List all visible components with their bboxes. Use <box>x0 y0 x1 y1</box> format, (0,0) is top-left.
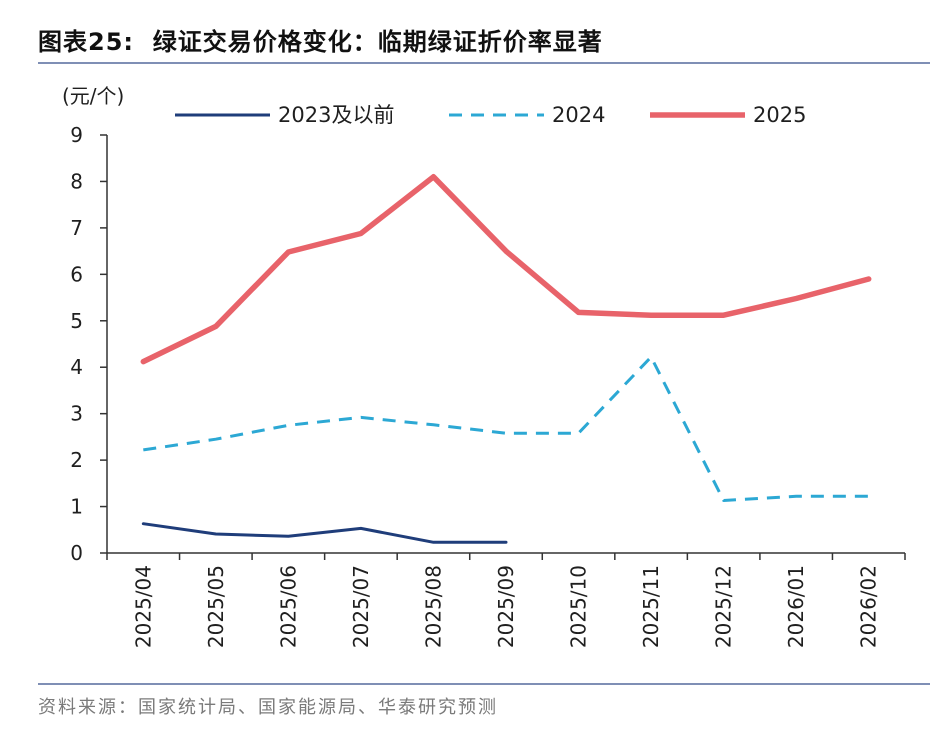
y-tick-label: 3 <box>70 402 83 426</box>
x-tick-label: 2025/06 <box>276 565 300 648</box>
series-group <box>140 174 872 544</box>
x-tick-label: 2025/08 <box>421 565 445 648</box>
x-tick-label: 2025/12 <box>712 565 736 648</box>
series-line-0 <box>141 522 508 544</box>
y-tick-label: 4 <box>70 355 83 379</box>
legend-label-1: 2024 <box>552 103 605 127</box>
title-divider <box>38 62 930 64</box>
chart-title-label: 图表25: <box>38 28 134 56</box>
series-line-1 <box>143 355 869 502</box>
x-tick-label: 2025/11 <box>639 565 663 648</box>
source-divider <box>38 683 930 685</box>
x-tick-label: 2025/07 <box>349 565 373 648</box>
legend-label-0: 2023及以前 <box>278 103 394 127</box>
chart-title-text: 绿证交易价格变化：临期绿证折价率显著 <box>152 28 603 56</box>
series-line-2 <box>140 174 872 365</box>
y-unit-label: (元/个) <box>62 84 124 108</box>
x-tick-label: 2026/01 <box>784 565 808 648</box>
chart-title: 图表25: 绿证交易价格变化：临期绿证折价率显著 <box>38 22 603 57</box>
y-tick-label: 6 <box>70 262 83 286</box>
y-tick-label: 1 <box>70 495 83 519</box>
y-tick-label: 7 <box>70 216 83 240</box>
y-tick-label: 8 <box>70 169 83 193</box>
y-tick-label: 0 <box>70 541 83 565</box>
y-tick-label: 2 <box>70 448 83 472</box>
legend-label-2: 2025 <box>753 103 806 127</box>
y-tick-label: 9 <box>70 123 83 147</box>
y-tick-label: 5 <box>70 309 83 333</box>
x-tick-label: 2025/09 <box>494 565 518 648</box>
axes: 0 1 2 3 4 5 6 7 8 9 2025/04 2025/05 2025/06 2025/07 20… <box>70 123 906 648</box>
x-tick-label: 2025/04 <box>131 565 155 648</box>
source-note: 资料来源：国家统计局、国家能源局、华泰研究预测 <box>38 697 498 718</box>
x-tick-label: 2025/10 <box>567 565 591 648</box>
legend: 2023及以前 2024 2025 <box>175 103 806 127</box>
x-tick-label: 2026/02 <box>857 565 881 648</box>
x-tick-label: 2025/05 <box>204 565 228 648</box>
